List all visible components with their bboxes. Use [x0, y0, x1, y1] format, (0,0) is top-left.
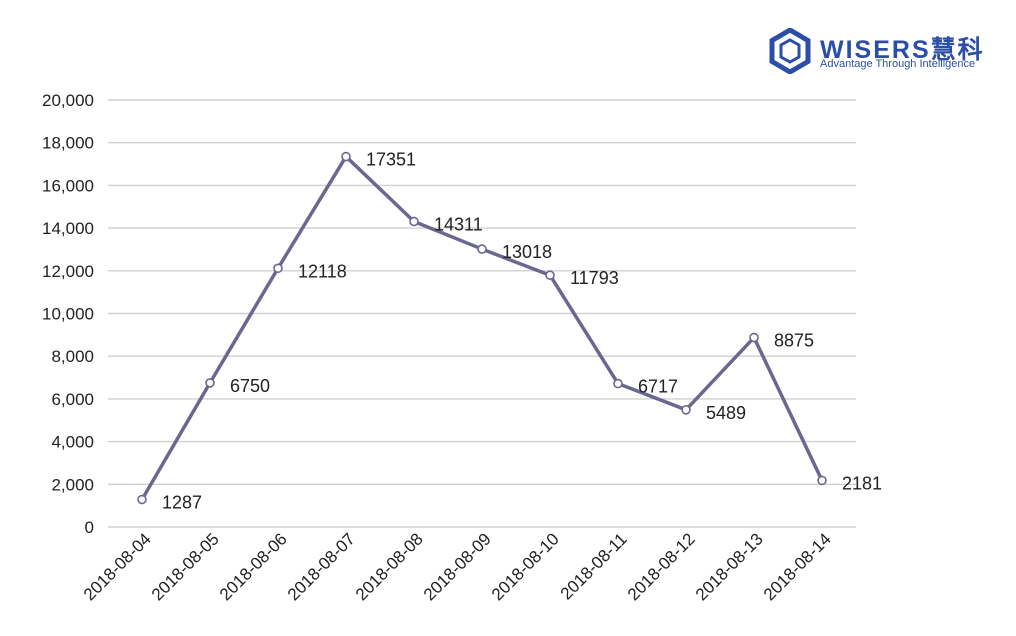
- data-label: 13018: [502, 242, 552, 262]
- data-point: [409, 216, 419, 227]
- data-label: 11793: [570, 268, 619, 288]
- series-polyline: [140, 154, 824, 501]
- data-label: 5489: [706, 403, 746, 423]
- data-points: [137, 151, 827, 505]
- data-label: 6717: [638, 377, 678, 397]
- gridlines: [108, 99, 856, 528]
- x-tick-label: 2018-08-12: [624, 529, 699, 604]
- y-tick-label: 12,000: [42, 262, 94, 281]
- brand-name: WISERS慧科: [820, 36, 985, 64]
- data-point: [749, 332, 759, 343]
- x-tick-label: 2018-08-09: [420, 529, 495, 604]
- x-tick-label: 2018-08-05: [148, 529, 223, 604]
- data-label: 14311: [434, 214, 483, 234]
- data-point: [545, 270, 555, 281]
- series-line: [140, 154, 824, 501]
- data-point: [681, 405, 691, 415]
- data-label: 12118: [298, 261, 347, 281]
- y-tick-label: 20,000: [42, 91, 94, 110]
- y-tick-label: 0: [85, 518, 94, 537]
- data-point: [613, 378, 623, 389]
- data-point: [817, 475, 827, 486]
- data-point: [205, 378, 215, 388]
- data-label: 6750: [230, 376, 270, 396]
- x-tick-label: 2018-08-13: [692, 529, 767, 604]
- data-label: 2181: [842, 473, 882, 493]
- y-tick-label: 2,000: [51, 475, 94, 494]
- x-tick-label: 2018-08-06: [216, 529, 291, 604]
- data-point: [341, 151, 351, 162]
- data-point: [477, 244, 487, 254]
- y-tick-label: 16,000: [42, 176, 94, 195]
- x-tick-label: 2018-08-08: [352, 529, 427, 604]
- x-tick-label: 2018-08-11: [557, 529, 631, 603]
- data-point: [137, 494, 147, 505]
- y-tick-label: 6,000: [51, 390, 94, 409]
- data-labels: 1287 6750 12118 17351 14311 13018 11793 6717 548…: [162, 150, 882, 513]
- brand-tagline: Advantage Through Intelligence: [820, 58, 976, 70]
- x-tick-label: 2018-08-14: [760, 529, 835, 604]
- y-tick-label: 18,000: [42, 134, 94, 153]
- y-tick-label: 10,000: [42, 305, 94, 324]
- hexagon-logo-icon: [769, 28, 811, 74]
- wisers-logo: WISERS慧科 Advantage Through Intelligence: [768, 28, 1004, 76]
- data-label: 8875: [774, 331, 814, 351]
- y-tick-label: 14,000: [42, 219, 94, 238]
- data-label: 1287: [162, 493, 202, 513]
- y-tick-label: 4,000: [51, 433, 94, 452]
- x-tick-label: 2018-08-10: [488, 529, 563, 604]
- y-tick-label: 8,000: [51, 347, 94, 366]
- x-axis-tick-labels: 2018-08-042018-08-052018-08-062018-08-07…: [80, 529, 835, 604]
- x-tick-label: 2018-08-07: [284, 529, 359, 604]
- x-tick-label: 2018-08-04: [80, 529, 155, 604]
- data-point: [273, 263, 283, 274]
- data-label: 17351: [366, 150, 416, 170]
- y-axis-tick-labels: 0 2,000 4,000 6,000 8,000 10,000 12,000 14,000 1…: [42, 91, 94, 537]
